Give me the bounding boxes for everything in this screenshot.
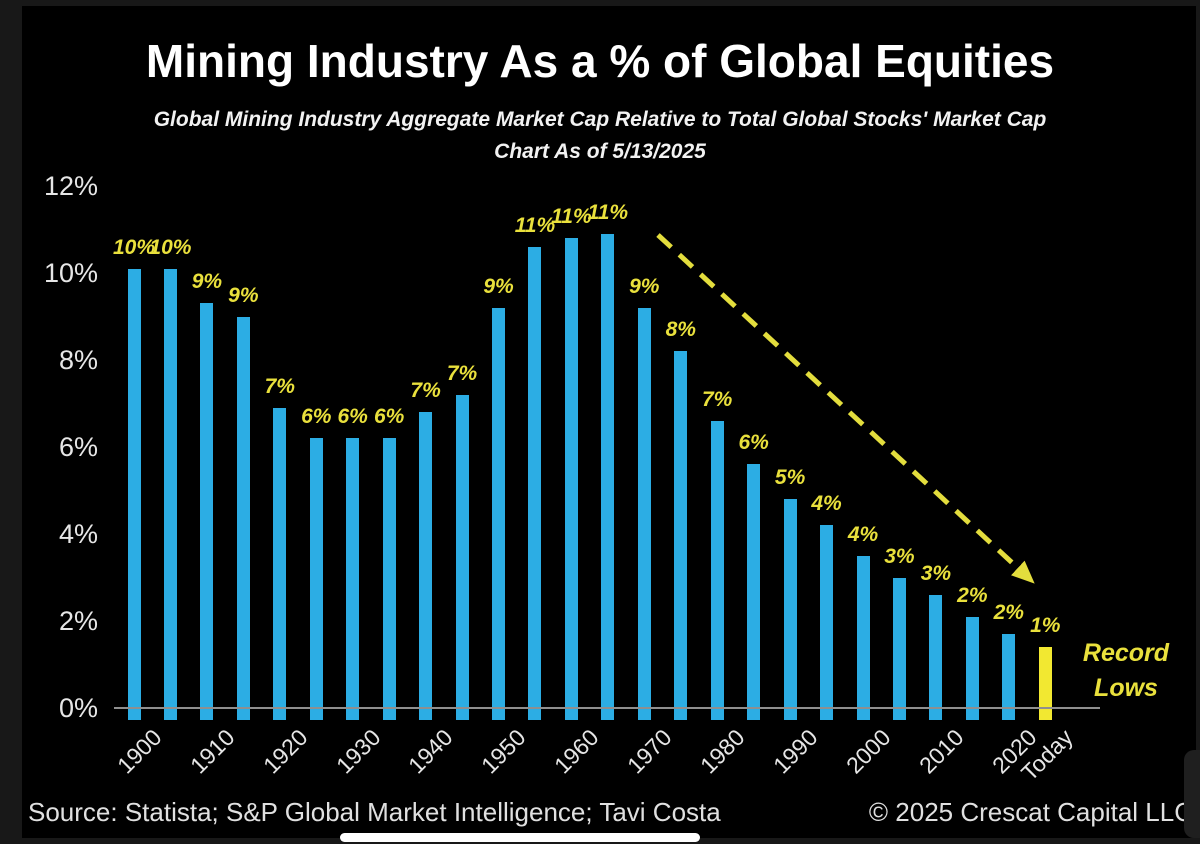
x-tick-1970: 1970 (622, 724, 677, 779)
bar-1965 (601, 233, 615, 720)
x-tick-1950: 1950 (476, 724, 531, 779)
chart-subtitle-line2: Chart As of 5/13/2025 (494, 140, 706, 163)
bar-value-label-1950: 9% (483, 274, 514, 298)
source-attribution: Source: Statista; S&P Global Market Inte… (28, 797, 721, 827)
bar-value-label-1960: 11% (551, 205, 592, 229)
bar-1970 (637, 307, 651, 720)
y-tick-12: 12% (43, 171, 98, 201)
bar-2000 (856, 555, 870, 720)
chart-title: Mining Industry As a % of Global Equitie… (145, 35, 1055, 87)
bar-1960 (564, 238, 578, 720)
bar-value-label-2015: 2% (957, 583, 988, 607)
record-lows-line1: Record (1082, 639, 1170, 667)
bar-value-label-1900: 10% (112, 235, 156, 259)
x-tick-1900: 1900 (111, 724, 167, 779)
y-tick-4: 4% (58, 519, 98, 549)
bar-1910 (200, 303, 214, 720)
bar-1985 (747, 464, 761, 720)
x-tick-1990: 1990 (767, 724, 823, 779)
copyright-notice: © 2025 Crescat Capital LLC (868, 797, 1193, 827)
chart-subtitle-line1: Global Mining Industry Aggregate Market … (153, 108, 1047, 131)
bar-1995 (820, 525, 834, 720)
bar-2020 (1002, 634, 1016, 720)
bar-value-label-1915: 9% (228, 283, 259, 307)
y-tick-0: 0% (58, 693, 98, 723)
bar-value-label-today: 1% (1030, 614, 1061, 638)
bar-value-label-1970: 9% (629, 274, 660, 298)
record-lows-label: Record Lows (1080, 636, 1172, 706)
record-lows-line2: Lows (1094, 674, 1158, 702)
y-tick-6: 6% (58, 432, 98, 462)
bar-1925 (309, 438, 323, 720)
bar-value-label-1990: 5% (774, 466, 806, 490)
bar-value-label-1935: 6% (373, 405, 405, 429)
bar-1930 (346, 438, 360, 720)
x-tick-1940: 1940 (403, 724, 458, 779)
bar-1950 (492, 307, 505, 720)
scrollbar-thumb[interactable] (1184, 750, 1200, 838)
x-tick-2000: 2000 (840, 724, 896, 779)
bar-value-label-1980: 7% (702, 387, 733, 411)
bar-1945 (455, 394, 469, 720)
bar-1915 (236, 316, 250, 720)
bar-value-label-1930: 6% (337, 405, 368, 429)
bar-2015 (965, 616, 979, 720)
bar-value-label-1985: 6% (738, 431, 769, 455)
bar-value-label-1920: 7% (264, 374, 295, 398)
x-tick-1960: 1960 (549, 724, 604, 779)
bar-value-label-1945: 7% (446, 361, 478, 385)
bar-1900 (127, 268, 141, 720)
x-tick-1930: 1930 (330, 724, 386, 779)
bar-1940 (419, 412, 433, 720)
home-indicator-handle[interactable] (340, 833, 700, 842)
bar-2010 (929, 594, 943, 720)
y-tick-8: 8% (58, 345, 98, 375)
x-tick-1980: 1980 (695, 724, 750, 779)
bar-2005 (892, 577, 906, 720)
y-tick-2: 2% (58, 606, 98, 636)
bar-value-label-1910: 9% (191, 270, 223, 294)
bar-value-label-1905: 10% (149, 235, 192, 259)
bar-1990 (783, 499, 797, 720)
bar-1905 (163, 268, 177, 720)
bar-value-label-1965: 11% (587, 200, 629, 224)
x-tick-1910: 1910 (184, 724, 240, 779)
bar-value-label-1995: 4% (811, 492, 842, 516)
bar-value-label-2020: 2% (993, 601, 1024, 625)
bar-value-label-1975: 8% (665, 318, 696, 342)
y-tick-10: 10% (43, 258, 98, 288)
bar-value-label-1925: 6% (301, 405, 332, 429)
bar-1920 (273, 407, 287, 720)
x-tick-2010: 2010 (913, 724, 969, 779)
bar-1955 (528, 246, 542, 720)
bar-1980 (710, 420, 724, 720)
bar-1935 (382, 438, 396, 720)
x-axis-line (114, 707, 1100, 709)
bar-value-label-1955: 11% (514, 213, 556, 237)
bar-today (1038, 647, 1052, 720)
bar-value-label-1940: 7% (410, 379, 441, 403)
x-tick-1920: 1920 (257, 724, 313, 779)
